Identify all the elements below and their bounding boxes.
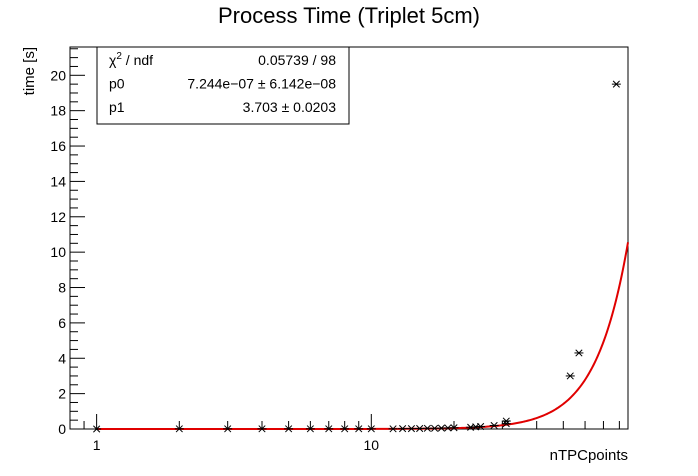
data-point [565,372,575,380]
stats-box: χ2 / ndf 0.05739 / 98 p0 7.244e−07 ± 6.142e… [96,46,350,125]
y-tick-label: 20 [50,67,66,83]
data-point-stroke [467,423,475,431]
data-point-stroke [431,424,439,432]
y-tick-label: 2 [58,386,66,402]
data-point-stroke [341,425,349,433]
data-point-stroke [416,424,424,433]
stats-value: 0.05739 / 98 [258,52,336,68]
y-tick-label: 12 [50,209,66,225]
data-point-stroke [389,425,397,433]
data-points [92,80,621,433]
data-point-stroke [612,80,620,88]
data-point [340,425,350,433]
data-point-stroke [224,425,232,433]
y-tick-label: 0 [58,421,66,437]
data-point-stroke [367,425,375,433]
data-point [388,425,398,433]
data-point-stroke [472,423,480,431]
data-point-stroke [450,424,458,432]
data-point-stroke [566,372,574,380]
stats-value: 3.703 ± 0.0203 [243,99,337,115]
stats-name: p1 [109,99,125,115]
data-point [476,422,486,431]
y-axis: 0 2 4 6 8 10 12 14 16 18 20 [50,48,85,437]
data-point-stroke [477,422,485,431]
fit-curve [96,242,629,430]
x-tick-label: 10 [364,437,380,453]
data-point [501,417,511,425]
data-point [489,421,499,430]
stats-box-frame [96,46,350,125]
data-point [174,425,184,433]
stats-name: p0 [109,76,125,92]
data-point [223,425,233,433]
data-point-stroke [437,424,446,432]
stats-name: χ2 / ndf [109,51,153,68]
data-point-stroke [325,425,333,433]
y-tick-label: 4 [58,350,66,366]
y-axis-label: time [s] [21,47,38,95]
y-tick-label: 6 [58,315,66,331]
fit-line [96,242,629,430]
data-point [398,425,408,433]
data-point-stroke [93,425,101,433]
data-point-stroke [399,425,407,433]
data-point-stroke [285,425,293,433]
chart-title: Process Time (Triplet 5cm) [218,3,480,28]
stats-value: 7.244e−07 ± 6.142e−08 [187,76,336,92]
data-point-stroke [502,417,510,425]
data-point [574,349,584,357]
y-tick-label: 10 [50,244,66,260]
data-point [406,425,416,433]
data-point [415,424,425,433]
data-point [305,425,315,433]
data-point [354,425,364,433]
x-axis-label: nTPCpoints [550,447,628,464]
data-point-stroke [423,424,431,432]
data-point [284,425,294,433]
data-point [92,425,102,433]
x-axis: 1 10 [69,414,620,453]
data-point-stroke [444,424,452,432]
data-point [324,425,334,433]
data-point-stroke [258,425,266,433]
data-point-stroke [355,425,363,433]
x-tick-label: 1 [93,437,101,453]
data-point-stroke [175,425,183,433]
data-point [449,424,459,432]
y-tick-label: 14 [50,173,66,189]
data-point-stroke [407,425,416,433]
data-point-stroke [575,349,583,357]
data-point [257,425,267,433]
y-tick-label: 8 [58,280,66,296]
data-point-stroke [306,425,314,433]
data-point [611,80,621,88]
data-point-stroke [490,421,498,430]
data-point [366,425,376,433]
y-tick-label: 18 [50,103,66,119]
y-tick-label: 16 [50,138,66,154]
